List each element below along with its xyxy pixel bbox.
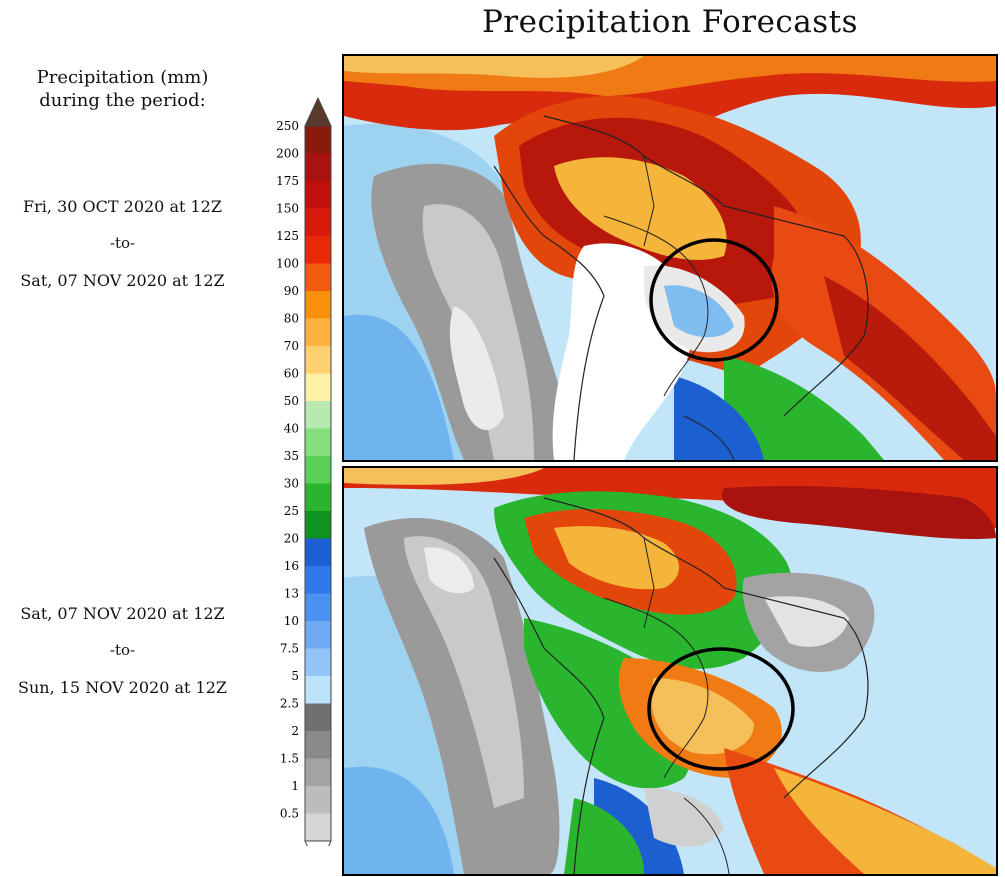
colorbar-swatch <box>305 236 331 264</box>
page-title: Precipitation Forecasts <box>481 4 859 40</box>
period-1-end: Sat, 07 NOV 2020 at 12Z <box>20 271 225 290</box>
colorbar-outline <box>304 125 332 842</box>
forecast-map-1-image <box>344 56 996 460</box>
colorbar-swatch <box>305 703 331 731</box>
colorbar-tick-label: 90 <box>284 284 299 298</box>
colorbar-tick-label: 250 <box>276 119 299 133</box>
colorbar-swatch <box>305 483 331 511</box>
colorbar-tick-label: 100 <box>276 257 299 271</box>
colorbar-swatch <box>305 593 331 621</box>
colorbar-swatch <box>305 456 331 484</box>
colorbar-swatch <box>305 401 331 429</box>
highlight-circle-1 <box>649 238 779 362</box>
period-1-label: Fri, 30 OCT 2020 at 12Z -to- Sat, 07 NOV… <box>0 188 245 299</box>
colorbar-swatch <box>305 153 331 181</box>
colorbar-swatch <box>305 538 331 566</box>
period-2-label: Sat, 07 NOV 2020 at 12Z -to- Sun, 15 NOV… <box>0 595 245 706</box>
colorbar-swatch <box>305 373 331 401</box>
period-2-end: Sun, 15 NOV 2020 at 12Z <box>18 678 227 697</box>
colorbar-swatch <box>305 648 331 676</box>
colorbar-swatch <box>305 263 331 291</box>
colorbar-tick-label: 16 <box>284 559 299 573</box>
colorbar-tick-label: 5 <box>291 669 299 683</box>
highlight-circle-2 <box>647 647 795 771</box>
colorbar-tick-label: 50 <box>284 394 299 408</box>
colorbar-tick-label: 7.5 <box>280 642 299 656</box>
colorbar-swatch <box>305 291 331 319</box>
colorbar-tick-label: 25 <box>284 504 299 518</box>
legend-heading: Precipitation (mm) during the period: <box>0 66 245 112</box>
colorbar-swatch <box>305 346 331 374</box>
forecast-map-1 <box>342 54 998 462</box>
colorbar-tick-label: 20 <box>284 532 299 546</box>
forecast-map-2-image <box>344 468 996 874</box>
forecast-map-2 <box>342 466 998 876</box>
period-2-separator: -to- <box>109 641 136 659</box>
colorbar-swatch <box>305 731 331 759</box>
colorbar-swatch <box>305 758 331 786</box>
colorbar-tick-label: 125 <box>276 229 299 243</box>
colorbar-tick-label: 30 <box>284 477 299 491</box>
colorbar-tick-label: 80 <box>284 312 299 326</box>
colorbar-tick-label: 70 <box>284 339 299 353</box>
colorbar-swatch <box>305 566 331 594</box>
colorbar-top-arrow <box>304 96 332 127</box>
colorbar-swatch <box>305 786 331 814</box>
colorbar-tick-label: 10 <box>284 614 299 628</box>
colorbar-tick-label: 40 <box>284 422 299 436</box>
colorbar-swatch <box>305 126 331 154</box>
colorbar-tick-label: 0.5 <box>280 807 299 821</box>
legend-heading-line1: Precipitation (mm) <box>36 67 209 88</box>
colorbar-tick-label: 35 <box>284 449 299 463</box>
colorbar-tick-label: 60 <box>284 367 299 381</box>
colorbar-swatch <box>305 511 331 539</box>
colorbar-tick-label: 1.5 <box>280 752 299 766</box>
colorbar-swatch <box>305 813 331 841</box>
colorbar-tick-label: 200 <box>276 147 299 161</box>
period-1-start: Fri, 30 OCT 2020 at 12Z <box>23 197 222 216</box>
colorbar-tick-label: 13 <box>284 587 299 601</box>
colorbar-swatch <box>305 181 331 209</box>
period-2-start: Sat, 07 NOV 2020 at 12Z <box>20 604 225 623</box>
colorbar-tick-label: 150 <box>276 202 299 216</box>
colorbar-swatch <box>305 676 331 704</box>
colorbar-tick-label: 1 <box>291 779 299 793</box>
legend-heading-line2: during the period: <box>39 90 206 111</box>
colorbar-tick-label: 175 <box>276 174 299 188</box>
precipitation-colorbar: 2502001751501251009080706050403530252016… <box>276 96 332 846</box>
colorbar-swatch <box>305 428 331 456</box>
colorbar-swatch <box>305 318 331 346</box>
period-1-separator: -to- <box>109 234 136 252</box>
colorbar-tick-label: 2.5 <box>280 697 299 711</box>
colorbar-bottom-arrow <box>304 840 332 846</box>
colorbar-swatch <box>305 621 331 649</box>
colorbar-swatch <box>305 208 331 236</box>
colorbar-tick-label: 2 <box>291 724 299 738</box>
